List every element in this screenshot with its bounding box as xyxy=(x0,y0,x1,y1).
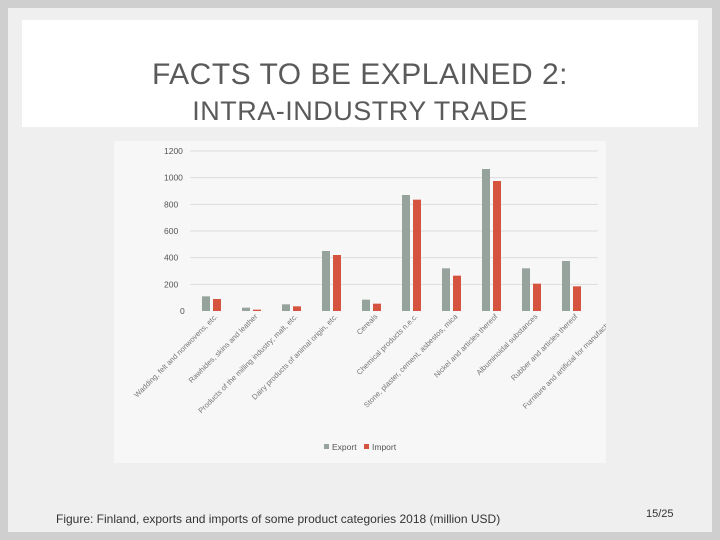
y-tick-label: 400 xyxy=(164,253,178,263)
y-tick-label: 1200 xyxy=(164,146,183,156)
chart-panel: 0 200 400 600 800 1000 1200 Wadding, felt and n… xyxy=(114,141,606,463)
export-bar xyxy=(402,195,410,311)
import-bar xyxy=(533,283,541,311)
y-tick-label: 1000 xyxy=(164,173,183,183)
legend-swatch-export xyxy=(324,444,329,449)
export-bar xyxy=(322,251,330,311)
export-bar xyxy=(362,299,370,311)
legend-label-export: Export xyxy=(332,442,357,452)
import-bar xyxy=(333,255,341,311)
export-bar xyxy=(202,296,210,311)
y-tick-label: 200 xyxy=(164,279,178,289)
export-bar xyxy=(522,268,530,311)
export-bar xyxy=(282,304,290,311)
legend-label-import: Import xyxy=(372,442,397,452)
export-bar xyxy=(442,268,450,311)
legend-swatch-import xyxy=(364,444,369,449)
export-bar xyxy=(562,261,570,311)
import-bar xyxy=(293,306,301,311)
import-bar xyxy=(493,181,501,311)
export-bar xyxy=(482,169,490,311)
title-panel: FACTS TO BE EXPLAINED 2: INTRA-INDUSTRY … xyxy=(22,20,698,127)
slide-subtitle: INTRA-INDUSTRY TRADE xyxy=(192,96,528,126)
slide-title: FACTS TO BE EXPLAINED 2: xyxy=(151,58,569,91)
figure-caption: Figure: Finland, exports and imports of … xyxy=(56,512,501,526)
import-bar xyxy=(453,275,461,311)
export-bar xyxy=(242,307,250,311)
category-label: Rawhides, skins and leather xyxy=(187,312,260,385)
category-label: Wadding, felt and nonwovens, etc. xyxy=(132,312,219,399)
y-tick-label: 600 xyxy=(164,226,178,236)
import-bar xyxy=(413,199,421,311)
category-label: Dairy products of animal origin, etc. xyxy=(250,312,339,401)
bar-chart: 0 200 400 600 800 1000 1200 Wadding, felt and n… xyxy=(132,146,606,452)
y-tick-label: 0 xyxy=(180,306,185,316)
category-label: Rubber and articles thereof xyxy=(509,311,580,382)
import-bar xyxy=(573,286,581,311)
import-bar xyxy=(213,299,221,311)
import-bar xyxy=(373,303,381,311)
category-label: Cereals xyxy=(355,312,380,337)
import-bar xyxy=(253,309,261,311)
page-number: 15/25 xyxy=(646,508,674,520)
y-tick-label: 800 xyxy=(164,199,178,209)
